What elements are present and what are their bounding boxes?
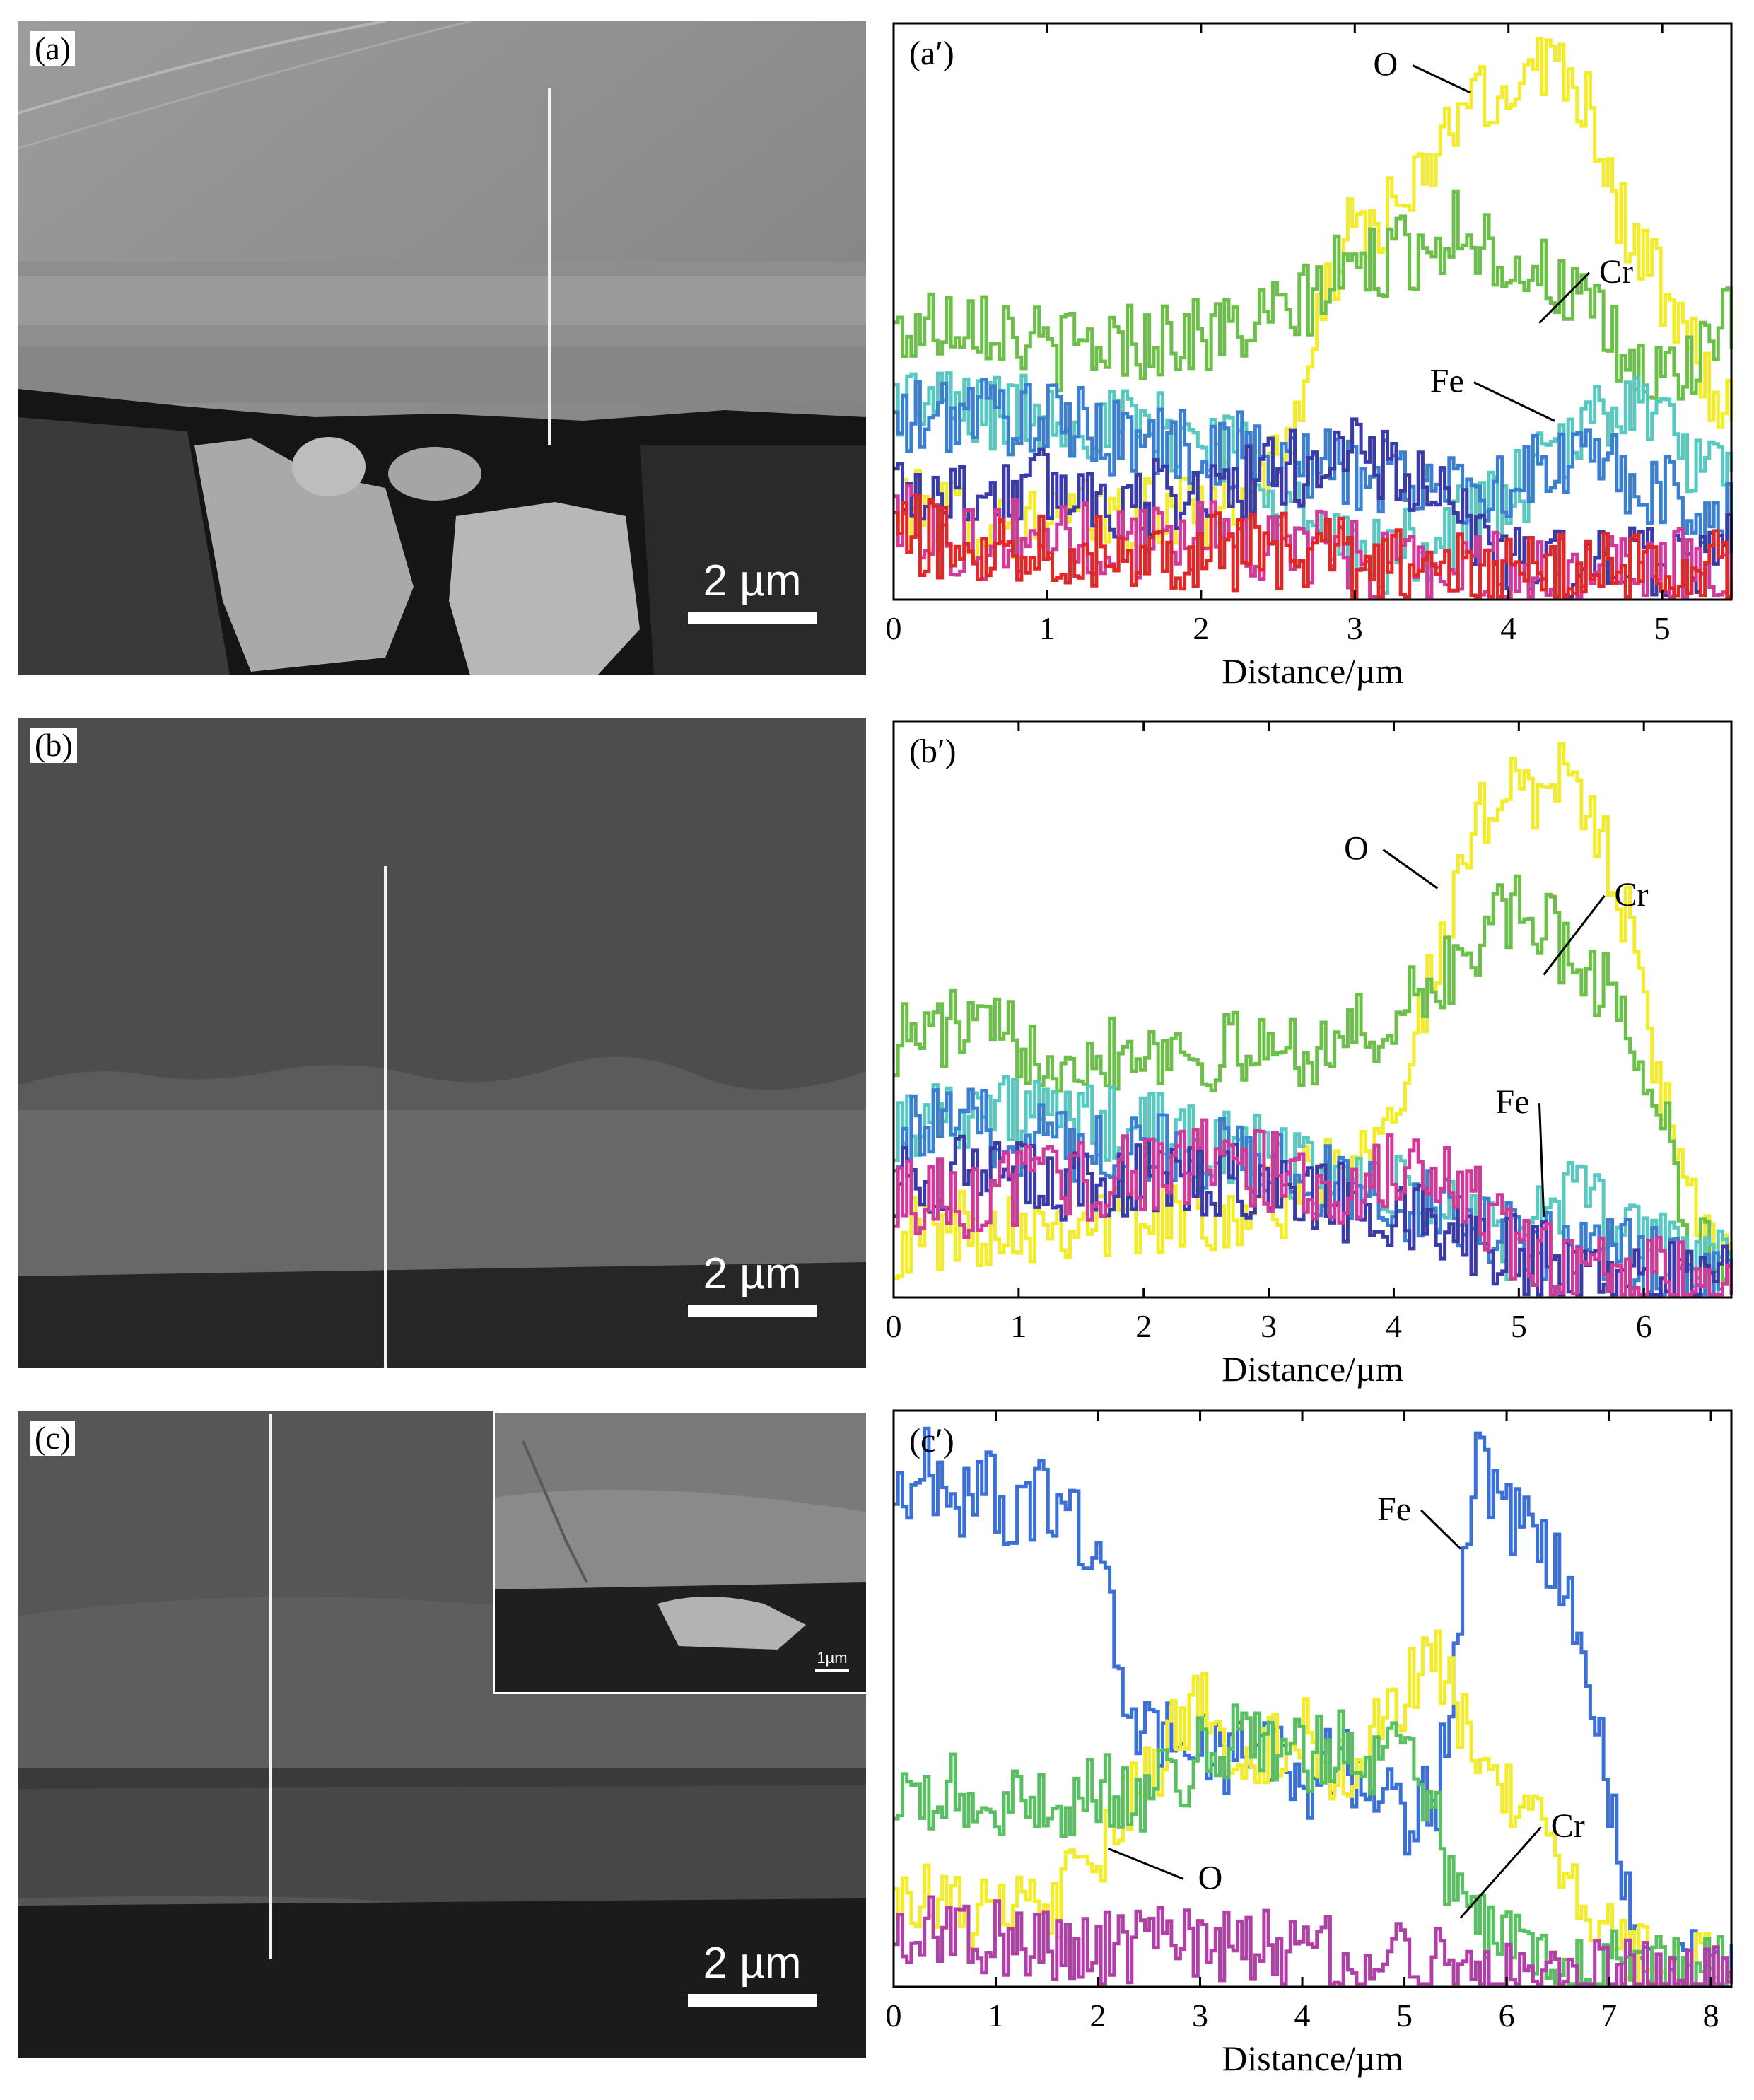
scale-bar-a: 2 µm — [688, 559, 817, 624]
x-tick-label: 0 — [886, 610, 902, 646]
x-tick-label: 5 — [1654, 610, 1671, 646]
chart-panel-label: (c′) — [909, 1422, 954, 1459]
annotation-leader — [1459, 1826, 1542, 1919]
linescan-chart-c: 0 1 2 3 4 5 6 7 8 Distance/µm (c′) Fe O Cr — [884, 1404, 1739, 2093]
annotation-leader — [1538, 1103, 1545, 1217]
series-line-cr — [894, 1703, 1733, 1986]
linescan-chart-a-svg: 0 1 2 3 4 5 Distance/µm (a′) O Cr Fe — [886, 22, 1733, 691]
annotation-label-o: O — [1344, 830, 1369, 868]
x-tick-label: 8 — [1703, 1997, 1719, 2034]
annotation-label-cr: Cr — [1599, 253, 1633, 291]
inset-scale-bar: 1µm — [815, 1649, 849, 1672]
inset-scale-line — [815, 1669, 849, 1672]
scale-bar-line-b — [688, 1305, 817, 1317]
panel-label-b: (b) — [30, 728, 77, 763]
x-tick-label: 4 — [1386, 1308, 1402, 1344]
x-tick-label: 2 — [1135, 1308, 1152, 1344]
x-axis-label: Distance/µm — [1222, 1349, 1403, 1389]
x-axis-label: Distance/µm — [1222, 651, 1403, 691]
x-tick-label: 6 — [1636, 1308, 1652, 1344]
scale-bar-line-a — [688, 612, 817, 624]
series-line-unlabeled-5 — [894, 1118, 1733, 1297]
x-tick-label: 5 — [1511, 1308, 1527, 1344]
inset-scale-label: 1µm — [817, 1649, 848, 1667]
series-line-o — [894, 37, 1733, 561]
annotation-label-fe: Fe — [1430, 363, 1464, 400]
linescan-path-b — [384, 866, 387, 1368]
sem-image-a-drawing — [18, 21, 866, 675]
x-tick-label: 3 — [1261, 1308, 1277, 1344]
chart-panel-label: (b′) — [909, 733, 956, 770]
scale-bar-label-c: 2 µm — [703, 1939, 802, 1988]
linescan-chart-b: 0 1 2 3 4 5 6 Distance/µm (b′) O Cr Fe — [884, 714, 1739, 1404]
annotation-label-fe: Fe — [1377, 1491, 1411, 1528]
annotation-label-cr: Cr — [1615, 876, 1649, 914]
sem-image-a: (a) 2 µm — [18, 21, 866, 675]
panel-label-c: (c) — [30, 1421, 76, 1456]
annotation-leader — [1412, 64, 1471, 94]
annotation-leader — [1107, 1848, 1184, 1880]
linescan-chart-c-svg: 0 1 2 3 4 5 6 7 8 Distance/µm (c′) Fe O Cr — [886, 1409, 1733, 2078]
x-tick-label: 6 — [1499, 1997, 1515, 2034]
series-line-fe — [894, 1426, 1733, 1986]
x-tick-label: 4 — [1294, 1997, 1311, 2034]
x-tick-label: 5 — [1396, 1997, 1413, 2034]
sem-image-b-drawing — [18, 718, 866, 1368]
series-line-unlabeled-5 — [894, 484, 1733, 599]
scale-bar-line-c — [688, 1994, 817, 2007]
sem-image-c: (c) 1µm 2 µm — [18, 1411, 866, 2058]
series-line-o — [894, 1629, 1733, 1986]
linescan-chart-a: 0 1 2 3 4 5 Distance/µm (a′) O Cr Fe — [884, 18, 1739, 711]
x-tick-label: 2 — [1193, 610, 1209, 646]
annotation-leader — [1543, 894, 1606, 976]
annotation-leader — [1538, 272, 1590, 324]
plot-frame — [892, 1409, 1733, 1988]
annotation-label-o: O — [1198, 1859, 1223, 1896]
series-line-unlabeled-6 — [894, 494, 1733, 599]
series-line-cr — [894, 874, 1733, 1281]
series-line-unlabeled-3 — [894, 1895, 1733, 1986]
scale-bar-b: 2 µm — [688, 1252, 817, 1317]
panel-label-a: (a) — [30, 31, 76, 66]
chart-panel-label: (a′) — [909, 35, 954, 72]
series-line-fe — [894, 371, 1733, 595]
x-tick-label: 3 — [1347, 610, 1363, 646]
annotation-label-cr: Cr — [1551, 1807, 1585, 1845]
linescan-path-c — [269, 1414, 272, 1959]
annotation-leader — [1382, 848, 1439, 889]
linescan-chart-b-svg: 0 1 2 3 4 5 6 Distance/µm (b′) O Cr Fe — [886, 720, 1733, 1389]
sem-image-b: (b) 2 µm — [18, 718, 866, 1368]
x-tick-label: 2 — [1090, 1997, 1106, 2034]
x-tick-label: 0 — [886, 1997, 902, 2034]
x-tick-label: 7 — [1601, 1997, 1617, 2034]
x-tick-label: 1 — [988, 1997, 1004, 2034]
annotation-label-o: O — [1373, 45, 1398, 83]
x-tick-label: 3 — [1192, 1997, 1208, 2034]
sem-inset-drawing — [495, 1413, 866, 1692]
scale-bar-label-b: 2 µm — [703, 1249, 802, 1298]
linescan-path-a — [548, 88, 551, 445]
x-tick-label: 1 — [1010, 1308, 1027, 1344]
scale-bar-label-a: 2 µm — [703, 556, 802, 605]
scale-bar-c: 2 µm — [688, 1942, 817, 2007]
x-tick-label: 1 — [1039, 610, 1056, 646]
x-tick-label: 4 — [1500, 610, 1516, 646]
series-line-cr — [894, 189, 1733, 401]
plot-frame — [892, 720, 1733, 1299]
plot-frame — [892, 22, 1733, 601]
annotation-leader — [1473, 381, 1555, 422]
annotation-leader — [1420, 1509, 1462, 1550]
series-line-unlabeled-3 — [894, 378, 1733, 557]
sem-inset-c: 1µm — [493, 1411, 866, 1694]
x-axis-label: Distance/µm — [1222, 2038, 1403, 2078]
x-tick-label: 0 — [886, 1308, 902, 1344]
annotation-label-fe: Fe — [1495, 1083, 1529, 1121]
